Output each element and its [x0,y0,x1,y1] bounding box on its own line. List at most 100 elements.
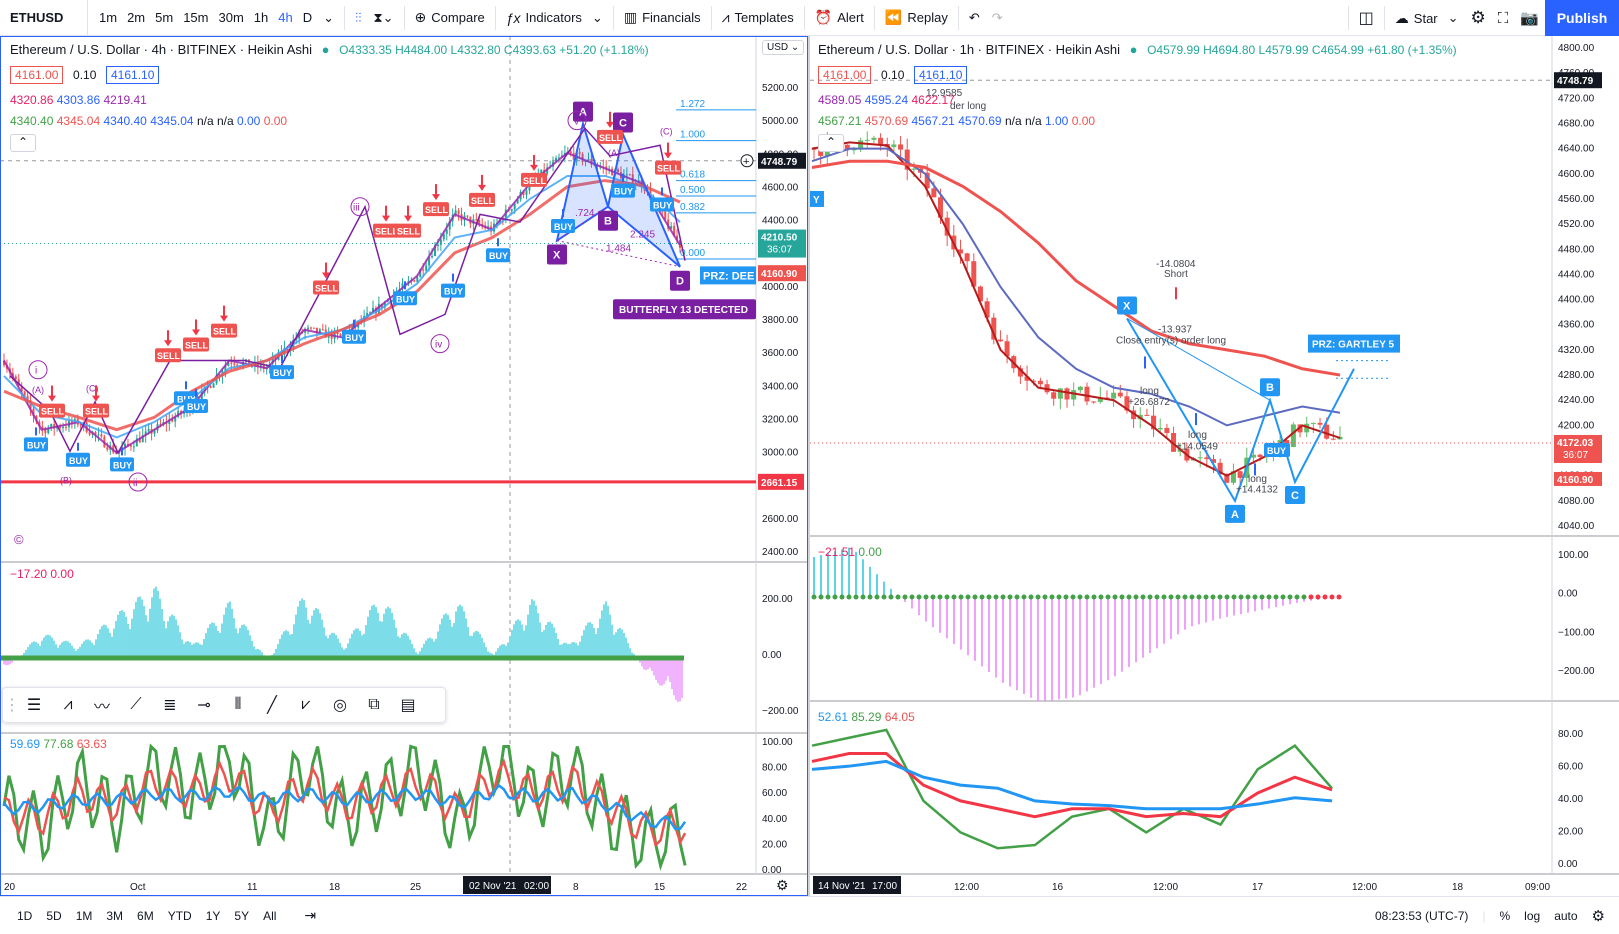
left-series-title[interactable]: Ethereum / U.S. Dollar · 4h · BITFINEX ·… [10,42,312,57]
range-5y[interactable]: 5Y [234,908,250,923]
indicators-button[interactable]: ƒx Indicators ⌄ [500,0,609,36]
range-5d[interactable]: 5D [46,908,62,923]
horizontal-ray-tool[interactable]: ⊸ [187,690,221,720]
replay-button[interactable]: ⏪ Replay [879,0,954,36]
right-price-tick-label[interactable]: 4600.00 [1558,169,1595,180]
left-osc1-tick-label[interactable]: 0.00 [762,650,782,661]
left-osc2-tick-label[interactable]: 60.00 [762,788,787,799]
range-1m[interactable]: 1M [75,908,93,923]
compare-button[interactable]: ⊕ Compare [409,0,491,36]
range-6m[interactable]: 6M [137,908,154,923]
left-osc1-tick-label[interactable]: 200.00 [762,594,793,605]
left-bid-box[interactable]: 4161.00 [10,66,64,84]
right-osc1-tick-label[interactable]: 0.00 [1558,589,1578,600]
financials-button[interactable]: ▥ Financials [618,0,707,36]
right-series-title[interactable]: Ethereum / U.S. Dollar · 1h · BITFINEX ·… [818,42,1120,57]
visibility-dot-icon[interactable]: ● [321,42,330,57]
layout-button[interactable]: ◫ [1353,0,1380,36]
left-osc1-tick-label[interactable]: −200.00 [762,706,799,717]
log-toggle[interactable]: log [1524,908,1541,923]
interval-4h[interactable]: 4h [278,10,293,25]
range-all[interactable]: All [263,908,277,923]
horizontal-lines-tool[interactable]: ☰ [17,690,51,720]
right-osc1-tick-label[interactable]: −100.00 [1558,627,1595,638]
settings-button[interactable]: ⚙ [1465,0,1492,36]
right-osc1-tick-label[interactable]: 100.00 [1558,550,1589,561]
percent-toggle[interactable]: % [1499,908,1511,923]
charts-canvas[interactable]: 5200.00 5000.00 4800.00 4600.00 4400.00 4200.… [0,36,1619,896]
right-osc2-tick-label[interactable]: 60.00 [1558,762,1583,773]
right-price-tick-label[interactable]: 4440.00 [1558,269,1595,280]
range-ytd[interactable]: YTD [167,908,192,923]
right-osc2-tick-label[interactable]: 80.00 [1558,729,1583,740]
left-price-tick-label[interactable]: 3800.00 [762,315,799,326]
left-osc2-tick-label[interactable]: 100.00 [762,737,793,748]
right-price-tick-label[interactable]: 4360.00 [1558,320,1595,331]
left-chart-pane[interactable] [0,36,808,896]
vertical-lines-tool[interactable]: ⫴ [221,690,255,720]
right-price-tick-label[interactable]: 4560.00 [1558,194,1595,205]
right-price-tick-label[interactable]: 4480.00 [1558,244,1595,255]
right-price-tick-label[interactable]: 4240.00 [1558,395,1595,406]
interval-d[interactable]: D [302,10,313,25]
left-price-tick-label[interactable]: 5200.00 [762,83,799,94]
trend-line-tool[interactable]: ⟋ [119,690,153,720]
left-price-tick-label[interactable]: 5000.00 [762,116,799,127]
right-price-tick-label[interactable]: 4720.00 [1558,93,1595,104]
auto-toggle[interactable]: auto [1554,908,1578,923]
pattern-tool[interactable]: ⩗ [289,690,323,720]
right-ask-box[interactable]: 4161.10 [914,66,968,84]
visibility-dot-icon[interactable]: ● [1129,42,1138,57]
right-price-tick-label[interactable]: 4200.00 [1558,420,1595,431]
right-price-tick-label[interactable]: 4320.00 [1558,345,1595,356]
snapshot-button[interactable]: 📷 [1514,0,1545,36]
left-price-tick-label[interactable]: 4600.00 [762,182,799,193]
chart-type-bars-icon[interactable]: ⫶⫶ [355,9,362,25]
clock[interactable]: 08:23:53 (UTC-7) [1375,908,1469,923]
templates-button[interactable]: ⩘ Templates [716,0,800,36]
left-osc2-tick-label[interactable]: 40.00 [762,814,787,825]
right-price-tick-label[interactable]: 4080.00 [1558,496,1595,507]
star-button[interactable]: ☁ Star ⌄ [1389,0,1465,36]
right-price-tick-label[interactable]: 4680.00 [1558,118,1595,129]
channel-tool[interactable]: ⧉ [357,690,391,720]
right-osc2-tick-label[interactable]: 0.00 [1558,859,1578,870]
right-price-tick-label[interactable]: 4520.00 [1558,219,1595,230]
legend-collapse-button[interactable]: ⌃ [10,134,36,152]
right-price-tick-label[interactable]: 4800.00 [1558,43,1595,54]
left-price-tick-label[interactable]: 3200.00 [762,414,799,425]
left-price-tick-label[interactable]: 3400.00 [762,381,799,392]
fib-retracement-tool[interactable]: ≣ [153,690,187,720]
left-price-tick-label[interactable]: 3000.00 [762,448,799,459]
legend-collapse-button[interactable]: ⌃ [818,134,844,152]
left-ask-box[interactable]: 4161.10 [106,66,160,84]
publish-button[interactable]: Publish [1545,0,1619,36]
left-osc2-tick-label[interactable]: 80.00 [762,763,787,774]
undo-button[interactable]: ↶ [963,0,986,36]
symbol-search-button[interactable]: ETHUSD [0,0,88,36]
zigzag-tool[interactable]: ⩘ [51,690,85,720]
right-osc1-tick-label[interactable]: −200.00 [1558,666,1595,677]
date-range-button[interactable]: ⇥ [297,907,323,924]
interval-30m[interactable]: 30m [218,10,244,25]
range-3m[interactable]: 3M [106,908,124,923]
left-price-tick-label[interactable]: 2400.00 [762,547,799,558]
interval-1m[interactable]: 1m [99,10,118,25]
right-price-tick-label[interactable]: 4640.00 [1558,144,1595,155]
interval-dropdown-icon[interactable]: ⌄ [323,9,335,25]
alert-button[interactable]: ⏰ Alert [809,0,870,36]
left-price-tick-label[interactable]: 2600.00 [762,514,799,525]
wave-tool[interactable]: 〰 [85,690,119,720]
interval-15m[interactable]: 15m [183,10,209,25]
right-bid-box[interactable]: 4161.00 [818,66,872,84]
right-osc2-tick-label[interactable]: 20.00 [1558,827,1583,838]
interval-2m[interactable]: 2m [127,10,146,25]
interval-1h[interactable]: 1h [253,10,269,25]
left-price-tick-label[interactable]: 4400.00 [762,216,799,227]
currency-button[interactable]: USD ⌄ [762,40,805,55]
fib-spiral-tool[interactable]: ◎ [323,690,357,720]
right-osc2-tick-label[interactable]: 40.00 [1558,794,1583,805]
right-price-tick-label[interactable]: 4040.00 [1558,521,1595,532]
right-price-tick-label[interactable]: 4400.00 [1558,295,1595,306]
range-1y[interactable]: 1Y [205,908,221,923]
